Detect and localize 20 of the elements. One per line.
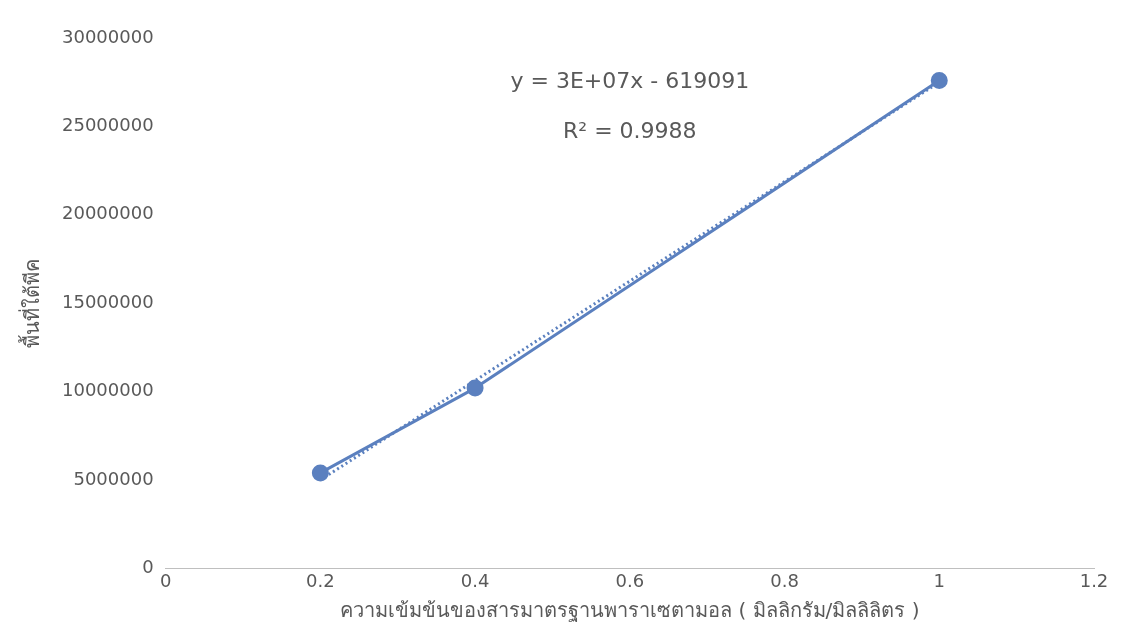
- x-tick-label: 1: [933, 569, 945, 591]
- y-tick-label: 5000000: [73, 467, 154, 489]
- x-tick-label: 0.2: [306, 569, 335, 591]
- y-tick-label: 30000000: [61, 25, 154, 47]
- y-tick-label: 20000000: [61, 202, 154, 224]
- x-tick-label: 0: [159, 569, 172, 591]
- y-axis-title: พื้นที่ใต้พีค: [18, 258, 45, 348]
- point: [930, 71, 948, 89]
- y-tick-label: 10000000: [61, 379, 154, 401]
- annotation: y = 3E+07x - 619091: [510, 68, 750, 93]
- x-tick-label: 1.2: [1079, 569, 1109, 591]
- y-tick-label: 25000000: [61, 114, 154, 136]
- point: [466, 379, 484, 397]
- x-axis-title: ความเข้มข้นของสารมาตรฐานพาราเซตามอล ( มิลลิกรัม/มิลลิลิตร ): [340, 598, 920, 623]
- x-tick-label: 0.8: [770, 569, 799, 591]
- x-tick-label: 0.4: [460, 569, 490, 591]
- point: [311, 464, 329, 482]
- x-tick-label: 0.6: [615, 569, 645, 591]
- y-tick-label: 15000000: [61, 290, 154, 312]
- annotation: R² = 0.9988: [563, 118, 697, 143]
